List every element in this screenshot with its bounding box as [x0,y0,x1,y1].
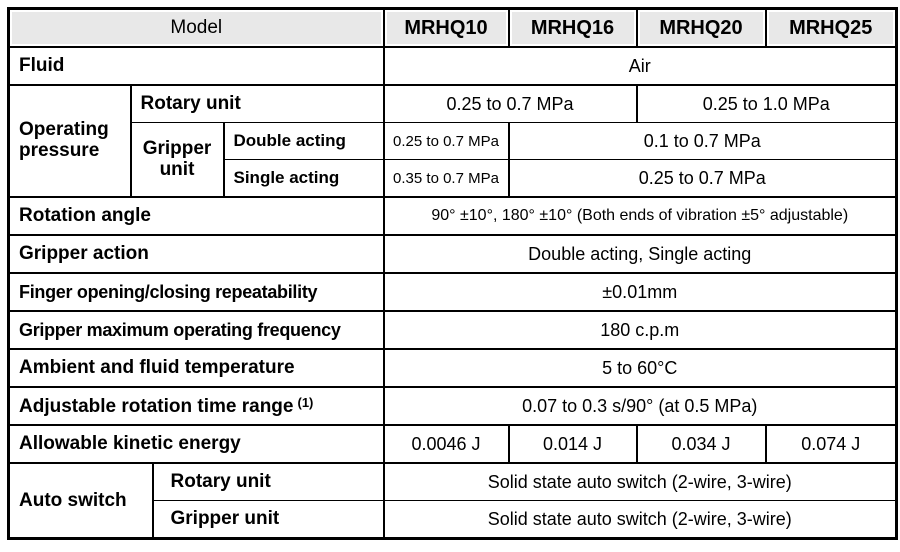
operating-pressure-single-row: Single acting 0.35 to 0.7 MPa 0.25 to 0.… [9,159,898,198]
rotation-angle-row: Rotation angle 90° ±10°, 180° ±10° (Both… [7,196,898,236]
operating-pressure-rotary-row: Operating pressure Rotary unit 0.25 to 0… [7,84,898,198]
gripper-action-value: Double acting, Single acting [382,234,898,274]
rotation-time-label: Adjustable rotation time range (1) [7,386,385,426]
kinetic-energy-label: Allowable kinetic energy [7,424,385,464]
auto-switch-gripper-value: Solid state auto switch (2-wire, 3-wire) [382,500,898,540]
rotation-time-row: Adjustable rotation time range (1) 0.07 t… [7,386,898,426]
rotation-angle-label: Rotation angle [7,196,385,236]
spec-table: Model MRHQ10 MRHQ16 MRHQ20 MRHQ25 Fluid … [7,7,898,540]
max-frequency-row: Gripper maximum operating frequency 180 … [7,310,898,350]
max-frequency-label: Gripper maximum operating frequency [7,310,385,350]
model-mrhq25-header: MRHQ25 [764,7,898,48]
model-mrhq20-header: MRHQ20 [635,7,767,48]
rotary-pressure-10-16: 0.25 to 0.7 MPa [382,84,638,123]
model-mrhq16-header: MRHQ16 [507,7,638,48]
kinetic-energy-20: 0.034 J [635,424,767,464]
finger-repeatability-label: Finger opening/closing repeatability [7,272,385,312]
double-acting-pressure-16-25: 0.1 to 0.7 MPa [507,122,898,160]
auto-switch-gripper-label: Gripper unit [151,500,385,540]
operating-pressure-double-row: Gripper unit Double acting 0.25 to 0.7 M… [9,122,898,198]
header-row: Model MRHQ10 MRHQ16 MRHQ20 MRHQ25 [7,7,898,48]
temperature-value: 5 to 60°C [382,348,898,388]
max-frequency-value: 180 c.p.m [382,310,898,350]
model-mrhq10-header: MRHQ10 [382,7,510,48]
auto-switch-rotary-label: Rotary unit [151,462,385,501]
temperature-label: Ambient and fluid temperature [7,348,385,388]
kinetic-energy-25: 0.074 J [764,424,898,464]
auto-switch-rotary-value: Solid state auto switch (2-wire, 3-wire) [382,462,898,501]
single-acting-pressure-16-25: 0.25 to 0.7 MPa [507,159,898,198]
auto-switch-label: Auto switch [7,462,154,540]
auto-switch-rotary-row: Auto switch Rotary unit Solid state auto… [7,462,898,540]
fluid-label: Fluid [7,46,385,86]
operating-pressure-label: Operating pressure [7,84,132,198]
rotation-time-label-text: Adjustable rotation time range [19,395,294,417]
rotation-time-value: 0.07 to 0.3 s/90° (at 0.5 MPa) [382,386,898,426]
rotation-time-footnote: (1) [297,394,314,410]
double-acting-pressure-10: 0.25 to 0.7 MPa [382,122,510,160]
gripper-action-row: Gripper action Double acting, Single act… [7,234,898,274]
model-header-label: Model [7,7,385,48]
auto-switch-gripper-row: Gripper unit Solid state auto switch (2-… [9,500,898,540]
double-acting-label: Double acting [222,122,385,160]
rotary-pressure-20-25: 0.25 to 1.0 MPa [635,84,898,123]
kinetic-energy-16: 0.014 J [507,424,638,464]
fluid-value: Air [382,46,898,86]
finger-repeatability-value: ±0.01mm [382,272,898,312]
rotary-unit-label: Rotary unit [129,84,385,123]
kinetic-energy-row: Allowable kinetic energy 0.0046 J 0.014 … [7,424,898,464]
kinetic-energy-10: 0.0046 J [382,424,510,464]
fluid-row: Fluid Air [7,46,898,86]
gripper-action-label: Gripper action [7,234,385,274]
finger-repeatability-row: Finger opening/closing repeatability ±0.… [7,272,898,312]
gripper-unit-label: Gripper unit [129,122,225,198]
rotation-angle-value: 90° ±10°, 180° ±10° (Both ends of vibrat… [382,196,898,236]
single-acting-label: Single acting [222,159,385,198]
single-acting-pressure-10: 0.35 to 0.7 MPa [382,159,510,198]
temperature-row: Ambient and fluid temperature 5 to 60°C [7,348,898,388]
